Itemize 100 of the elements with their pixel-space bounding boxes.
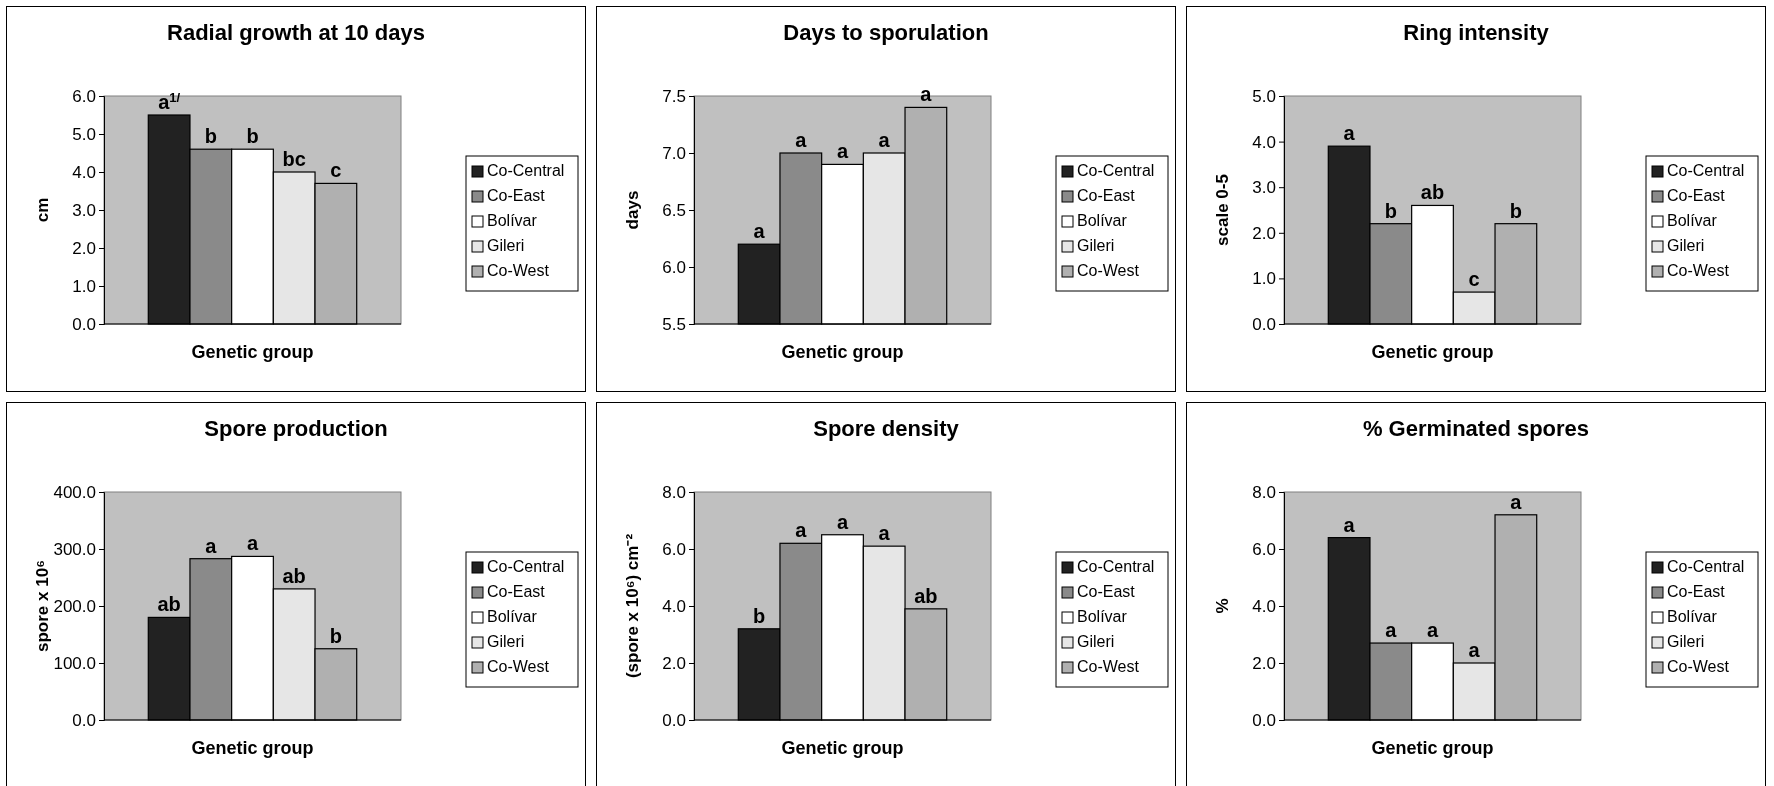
annotation: a <box>205 534 218 557</box>
legend-label: Gileri <box>1077 237 1115 254</box>
y-tick-label: 4.0 <box>1252 132 1276 152</box>
annotation: b <box>204 125 217 148</box>
y-tick-label: 200.0 <box>53 596 96 616</box>
y-tick-label: 6.5 <box>662 200 686 220</box>
annotation: ab <box>282 564 306 587</box>
y-tick-label: 8.0 <box>1252 482 1276 502</box>
annotation: a <box>753 220 766 243</box>
legend-label: Co-Central <box>1077 558 1155 575</box>
legend-label: Co-East <box>1077 187 1136 204</box>
legend-label: Co-West <box>1667 262 1730 279</box>
y-tick-label: 1.0 <box>1252 269 1276 289</box>
y-tick-label: 6.0 <box>662 257 686 277</box>
x-axis-title: Genetic group <box>191 342 314 362</box>
chart-title: Spore density <box>813 416 960 441</box>
x-axis-title: Genetic group <box>781 342 904 362</box>
annotation: a <box>878 522 891 545</box>
annotation: b <box>329 624 342 647</box>
legend-label: Co-East <box>487 583 546 600</box>
y-axis-title: scale 0-5 <box>1213 174 1232 246</box>
chart-title: Radial growth at 10 days <box>167 20 425 45</box>
y-tick-label: 2.0 <box>72 238 96 258</box>
y-tick-label: 6.0 <box>1252 539 1276 559</box>
y-tick-label: 2.0 <box>1252 653 1276 673</box>
annotation: a <box>920 83 933 106</box>
legend-label: Bolívar <box>1667 212 1718 229</box>
chart-title: Spore production <box>204 416 388 441</box>
legend-label: Co-West <box>1667 658 1730 675</box>
y-axis-title: spore x 10⁶ <box>33 560 52 652</box>
legend-label: Bolívar <box>487 608 538 625</box>
x-axis-title: Genetic group <box>191 738 314 758</box>
annotation: b <box>1384 199 1397 222</box>
y-tick-label: 8.0 <box>662 482 686 502</box>
y-tick-label: 6.0 <box>662 539 686 559</box>
legend-label: Bolívar <box>1077 608 1128 625</box>
y-axis-title: cm <box>33 197 52 223</box>
y-tick-label: 7.5 <box>662 86 686 106</box>
y-tick-label: 5.0 <box>72 124 96 144</box>
y-axis-title: (spore x 10⁶) cm⁻² <box>623 533 642 679</box>
legend-label: Co-East <box>1667 187 1726 204</box>
y-tick-label: 2.0 <box>1252 223 1276 243</box>
legend-label: Co-West <box>487 262 550 279</box>
annotation: b <box>753 604 766 627</box>
annotation: a <box>795 519 808 542</box>
y-tick-label: 2.0 <box>662 653 686 673</box>
annotation: a$^{1/}$ <box>158 89 181 113</box>
legend-label: Gileri <box>1077 633 1115 650</box>
legend-label: Co-West <box>1077 658 1140 675</box>
chart-title: Ring intensity <box>1403 20 1550 45</box>
annotation: a <box>795 129 808 151</box>
y-tick-label: 6.0 <box>72 86 96 106</box>
y-tick-label: 5.0 <box>1252 86 1276 106</box>
annotation: a <box>246 532 259 555</box>
chart-title: % Germinated spores <box>1362 416 1590 441</box>
y-tick-label: 4.0 <box>1252 596 1276 616</box>
y-tick-label: 0.0 <box>1252 710 1276 730</box>
legend-label: Co-East <box>487 187 546 204</box>
annotation: a <box>1426 619 1439 642</box>
annotation: ab <box>157 593 181 616</box>
legend-label: Co-Central <box>487 558 565 575</box>
annotation: a <box>1468 639 1481 661</box>
y-tick-label: 100.0 <box>53 653 96 673</box>
x-axis-title: Genetic group <box>781 738 904 758</box>
y-tick-label: 0.0 <box>662 710 686 730</box>
legend-label: Gileri <box>487 633 525 650</box>
legend-label: Co-West <box>487 658 550 675</box>
annotation: a <box>836 510 849 533</box>
annotation: a <box>836 140 849 163</box>
legend-label: Co-Central <box>1077 162 1155 179</box>
y-tick-label: 3.0 <box>72 200 96 220</box>
y-tick-label: 3.0 <box>1252 178 1276 198</box>
legend-label: Co-East <box>1077 583 1136 600</box>
annotation: c <box>1468 268 1480 291</box>
annotation: a <box>1385 619 1398 642</box>
annotation: b <box>1509 199 1522 222</box>
legend-label: Gileri <box>1667 237 1705 254</box>
x-axis-title: Genetic group <box>1371 738 1494 758</box>
chart-title: Days to sporulation <box>783 20 989 45</box>
legend-label: Co-Central <box>487 162 565 179</box>
annotation: a <box>1343 513 1356 536</box>
legend-label: Bolívar <box>1077 212 1128 229</box>
legend-label: Co-West <box>1077 262 1140 279</box>
y-tick-label: 300.0 <box>53 539 96 559</box>
annotation: a <box>1343 122 1356 145</box>
y-tick-label: 0.0 <box>72 710 96 730</box>
legend-label: Bolívar <box>1667 608 1718 625</box>
y-tick-label: 400.0 <box>53 482 96 502</box>
y-axis-title: days <box>623 190 642 230</box>
legend-label: Co-Central <box>1667 558 1745 575</box>
y-tick-label: 1.0 <box>72 276 96 296</box>
annotation: a <box>878 129 891 151</box>
annotation: bc <box>282 148 306 170</box>
y-tick-label: 0.0 <box>72 314 96 334</box>
legend-label: Co-East <box>1667 583 1726 600</box>
annotation: ab <box>1420 181 1445 204</box>
y-tick-label: 5.5 <box>662 314 686 334</box>
annotation: ab <box>914 584 938 607</box>
annotation: b <box>246 125 259 148</box>
y-tick-label: 4.0 <box>72 162 96 182</box>
